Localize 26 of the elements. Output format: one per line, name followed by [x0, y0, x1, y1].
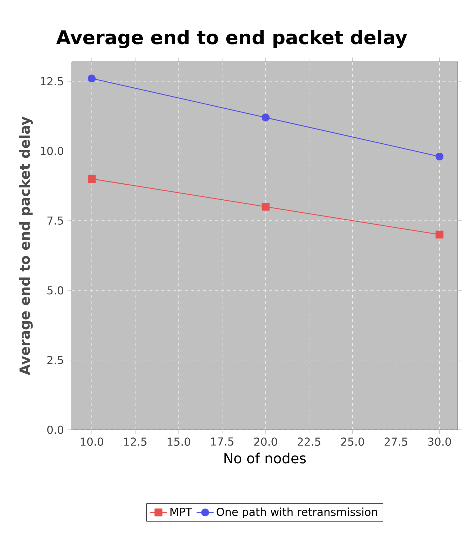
x-tick-label: 22.5 — [298, 438, 321, 446]
y-tick-label: 5.0 — [48, 286, 64, 295]
x-tick-label: 20.0 — [254, 438, 278, 446]
point — [436, 230, 444, 239]
legend-label: MPT — [170, 508, 192, 516]
y-tick-label: 0.0 — [48, 426, 64, 434]
y-tick-label: 7.5 — [48, 216, 64, 225]
x-tick-label: 12.5 — [124, 438, 147, 446]
x-tick-label: 30.0 — [428, 438, 452, 446]
y-tick-label: 10.0 — [41, 147, 64, 156]
x-tick-label: 17.5 — [211, 438, 234, 446]
x-tick-label: 27.5 — [384, 438, 408, 446]
y-axis-title: Average end to end packet delay — [19, 116, 33, 376]
chart-title: Average end to end packet delay — [56, 30, 408, 48]
point — [88, 74, 96, 83]
point — [436, 152, 444, 161]
x-tick-label: 15.0 — [168, 438, 190, 446]
point — [88, 175, 96, 184]
point — [262, 114, 270, 122]
y-tick-label: 12.5 — [41, 77, 64, 86]
x-tick-label: 10.0 — [80, 438, 104, 446]
legend-label: One path with retransmission — [216, 508, 378, 518]
point — [262, 203, 270, 211]
x-tick-label: 25.0 — [341, 438, 364, 446]
x-axis-title: No of nodes — [224, 452, 306, 464]
y-tick-label: 2.5 — [48, 356, 64, 364]
